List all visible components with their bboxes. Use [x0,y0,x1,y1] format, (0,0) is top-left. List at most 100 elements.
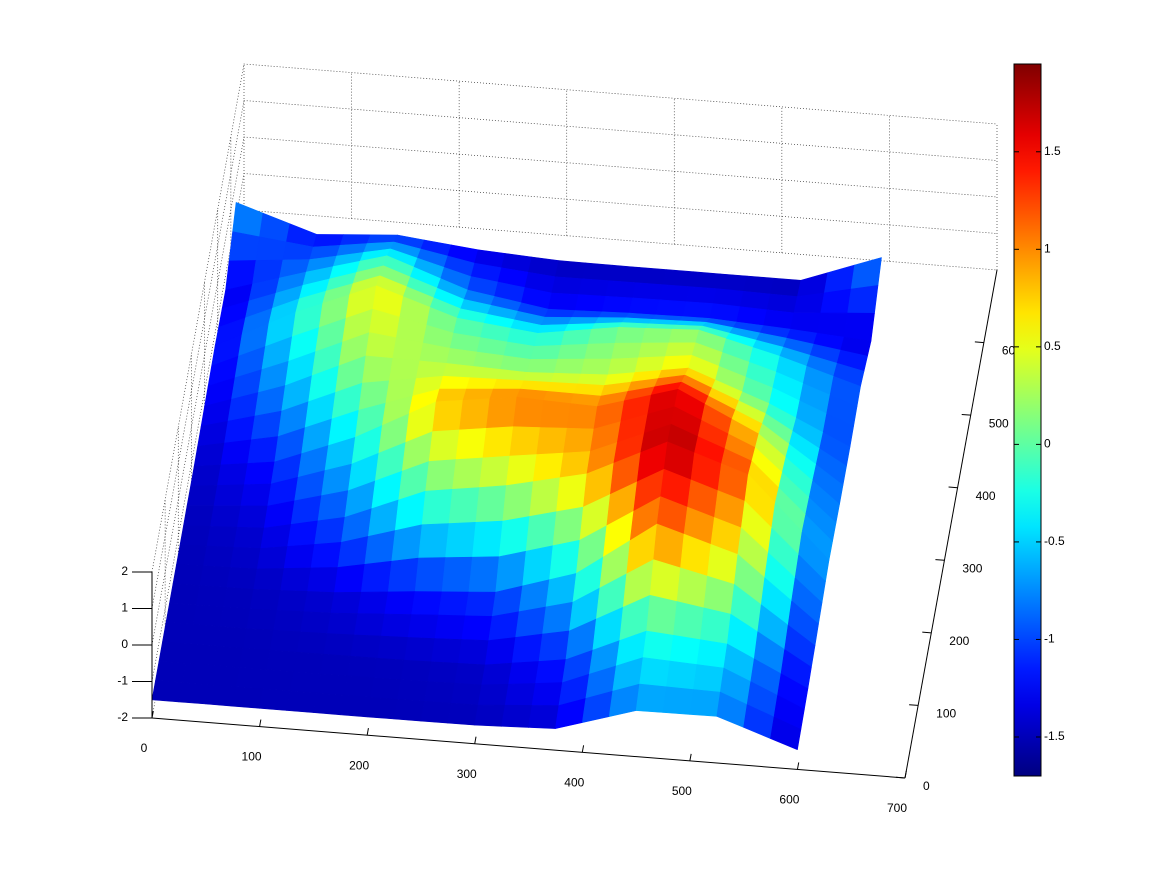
surface-patch [239,647,271,670]
surface-patch [151,680,183,703]
surface-patch [320,653,352,677]
surface-patch [223,587,254,610]
surface-patch [203,545,235,568]
surface-patch [664,342,697,357]
surface-patch [213,484,245,507]
surface-patch [666,660,698,690]
x-tick-label: 0 [141,741,148,755]
surface-patch [441,556,473,593]
surface-patch [481,662,513,686]
x-tick [904,770,907,779]
surface-patch [370,677,402,700]
surface-patch [466,377,498,390]
surface-patch [525,511,557,552]
surface-patch [682,301,714,319]
surface-patch [530,344,562,360]
surface-patch [477,683,509,706]
surface-patch [400,659,432,682]
surface-patch [209,664,240,688]
surface-patch [529,477,561,517]
surface-patch [605,280,637,299]
surface-patch [343,675,375,698]
colorbar-tick-label: -1.5 [1044,729,1065,743]
surface-patch [162,621,194,645]
surface-patch [303,591,335,614]
surface-patch [532,452,564,483]
surface-patch [189,624,221,647]
x-tick-label: 400 [564,775,584,789]
surface-patch [659,284,691,303]
surface-patch [553,358,585,375]
surface-patch [210,505,242,528]
surface-patch [310,541,342,569]
surface-patch [538,630,570,662]
surface-patch [632,282,664,301]
surface-patch [580,358,612,376]
surface-patch [816,312,848,338]
surface-patch [655,299,687,317]
x-tick-label: 600 [779,793,799,807]
surface-patch [186,485,218,507]
grid-line [151,136,998,646]
surface-patch [700,607,732,645]
surface-patch [185,643,217,666]
surface-patch [551,276,583,295]
surface-patch [669,634,701,665]
surface-patch [249,588,281,611]
surface-patch [432,399,464,432]
surface-patch [158,641,190,664]
surface-patch [387,557,419,593]
surface-patch [280,567,312,592]
surface-patch [262,669,294,692]
z-tick-label: -1 [117,674,128,688]
y-tick-label: 500 [989,416,1009,430]
surface-patch [287,520,319,547]
surface-patch [190,464,222,487]
surface-patch [472,520,504,558]
surface-patch [414,557,446,593]
x-axis [151,717,906,779]
surface-patch [421,488,453,526]
surface-patch [528,705,560,729]
surface-patch [505,454,538,486]
surface-patch [237,505,269,529]
surface-patch [266,649,298,672]
surface-patch [165,602,197,625]
surface-patch [461,615,493,641]
surface-patch [689,271,721,290]
x-tick-label: 200 [349,758,369,772]
z-tick-label: 1 [121,601,128,615]
surface-patch [526,358,559,374]
surface-patch [531,682,563,706]
surface-patch [438,591,470,617]
z-tick-label: 2 [121,564,128,578]
surface-patch [314,516,346,545]
y-tick [948,486,958,489]
surface-patch [286,690,318,713]
colorbar: -1.5 -1 -0.5 0 0.5 1 1.5 [1013,63,1065,777]
surface-patch [533,330,566,347]
surface-patch [327,612,359,636]
x-tick-label: 300 [457,767,477,781]
surface-patch [434,614,466,640]
surface-patch [535,659,567,684]
surface-patch [377,635,409,661]
surface-patch [646,594,678,636]
surface-patch [464,591,497,617]
surface-patch [536,427,568,455]
y-tick [909,704,919,706]
surface-patch [424,681,456,704]
surface-patch [577,373,609,386]
surface-patch [339,694,371,718]
surface-patch [693,664,725,693]
surface-patch [360,560,393,593]
surface-patch [475,485,507,523]
surface-patch [770,716,802,751]
surface-patch [427,661,459,684]
x-tick [151,710,154,719]
surface-patch [639,657,671,688]
x-tick-label: 700 [887,801,907,815]
surface-patch [770,277,802,297]
surface-patch [689,689,721,717]
